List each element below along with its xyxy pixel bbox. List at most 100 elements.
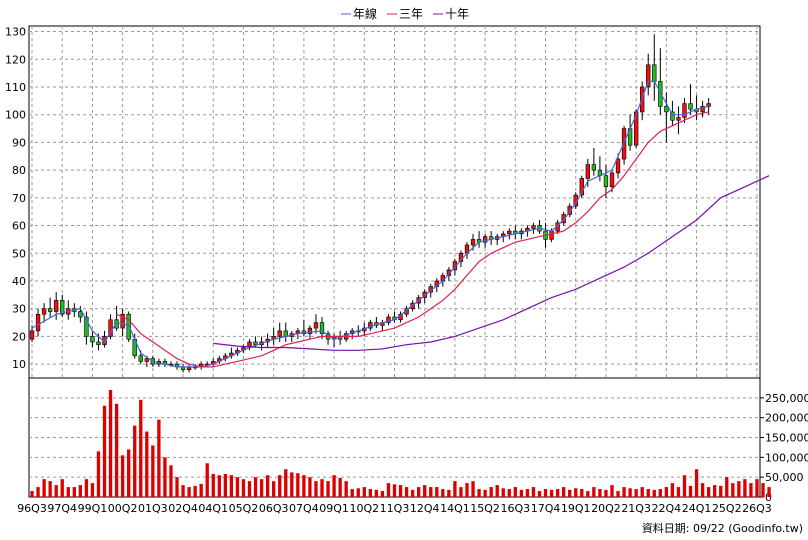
price-y-tick-label: 130: [5, 26, 26, 39]
price-panel: 10 20 30 40 50 60 70 80 90 100 110 120 130: [5, 25, 770, 497]
volume-bar: [30, 491, 34, 497]
volume-y-tick-label: 200,000: [765, 412, 808, 425]
volume-bar: [640, 487, 644, 497]
candle-body: [96, 341, 101, 346]
legend-label-ten-year: 十年: [445, 7, 469, 21]
candle-body: [658, 81, 663, 107]
candle-body: [664, 106, 669, 113]
volume-bar: [169, 465, 173, 497]
x-tick-label: 00Q2: [108, 502, 138, 515]
volume-bar: [604, 489, 608, 497]
volume-bar: [253, 477, 258, 497]
candle-body: [47, 308, 53, 312]
volume-bar: [441, 489, 445, 497]
x-tick-label: 12Q4: [410, 502, 440, 515]
volume-bar: [507, 489, 511, 497]
x-tick-label: 02Q4: [168, 502, 198, 515]
candle-body: [78, 311, 83, 318]
candle-body: [676, 117, 681, 121]
candle-body: [108, 319, 113, 337]
volume-bar: [549, 489, 554, 497]
x-axis: 96Q3 97Q4 99Q1 00Q2 01Q3 02Q4 04Q1 05Q2 06Q3 07Q4…: [17, 502, 772, 515]
volume-bar: [36, 487, 40, 497]
volume-bar: [495, 485, 499, 497]
candle-body: [54, 300, 59, 312]
volume-bar: [332, 475, 336, 497]
candle-body: [531, 225, 536, 229]
volume-bar: [350, 489, 354, 497]
candle-body: [138, 355, 143, 362]
volume-bar: [423, 485, 427, 497]
volume-bar: [447, 489, 451, 497]
volume-bar: [561, 487, 566, 497]
volume-bar: [344, 481, 348, 497]
volume-bar: [700, 483, 705, 497]
x-tick-label: 06Q3: [259, 502, 289, 515]
volume-bar: [102, 405, 107, 497]
price-y-tick-label: 20: [12, 330, 26, 343]
candle-body: [561, 214, 566, 224]
volume-bar: [531, 487, 536, 497]
candle-body: [114, 319, 119, 329]
data-date-credit: 資料日期: 09/22 (Goodinfo.tw): [642, 521, 803, 535]
volume-bar: [555, 489, 560, 497]
candle-body: [682, 103, 687, 118]
volume-bar: [694, 469, 699, 497]
volume-bar: [114, 403, 119, 497]
x-tick-label: 96Q3: [17, 502, 47, 515]
candle-body: [615, 158, 621, 174]
volume-bar: [652, 489, 656, 497]
moving-average-line-2: [116, 111, 709, 368]
candle-body: [90, 336, 95, 343]
volume-bar: [543, 489, 548, 497]
volume-bar: [241, 479, 246, 497]
volume-bar: [308, 477, 312, 497]
volume-bar: [580, 489, 584, 497]
price-y-tick-label: 90: [12, 136, 26, 149]
x-tick-label: 20Q2: [591, 502, 621, 515]
moving-average-line-1: [31, 80, 709, 368]
volume-bar: [247, 481, 252, 497]
volume-bar: [628, 488, 632, 497]
candle-body: [253, 341, 258, 346]
x-tick-label: 07Q4: [289, 502, 319, 515]
volume-bar: [120, 455, 125, 497]
volume-bar: [205, 463, 209, 497]
volume-bar: [429, 487, 433, 497]
volume-bar: [610, 485, 614, 497]
volume-bar: [658, 489, 662, 497]
volume-bar: [368, 489, 372, 497]
volume-bar: [513, 487, 517, 497]
volume-bar: [60, 479, 64, 497]
candle-body: [549, 230, 554, 240]
volume-bar: [145, 431, 149, 497]
price-y-tick-label: 70: [12, 192, 26, 205]
volume-bar: [78, 485, 83, 497]
candle-body: [470, 239, 476, 246]
candle-body: [313, 322, 319, 329]
volume-bar: [259, 479, 264, 497]
volume-bar: [320, 479, 324, 497]
candle-body: [633, 111, 639, 146]
candle-body: [482, 236, 488, 243]
volume-bar: [616, 491, 620, 497]
volume-bar: [471, 481, 475, 497]
volume-bar: [54, 485, 58, 497]
volume-bar: [157, 419, 161, 497]
candle-body: [609, 172, 615, 188]
price-y-tick-label: 120: [5, 53, 26, 66]
candle-body: [368, 322, 373, 329]
chart-legend: 年線 三年 十年: [341, 6, 469, 21]
volume-bar: [223, 473, 228, 497]
candle-body: [700, 106, 705, 113]
volume-bar: [199, 483, 203, 497]
volume-bar: [90, 483, 95, 497]
candle-body: [84, 316, 89, 337]
candle-body: [603, 175, 609, 188]
volume-bar: [84, 479, 89, 497]
volume-bar: [477, 489, 481, 497]
volume-bar: [151, 445, 155, 497]
volume-bar: [386, 483, 391, 497]
volume-bar: [290, 472, 294, 497]
candle-body: [60, 300, 65, 315]
